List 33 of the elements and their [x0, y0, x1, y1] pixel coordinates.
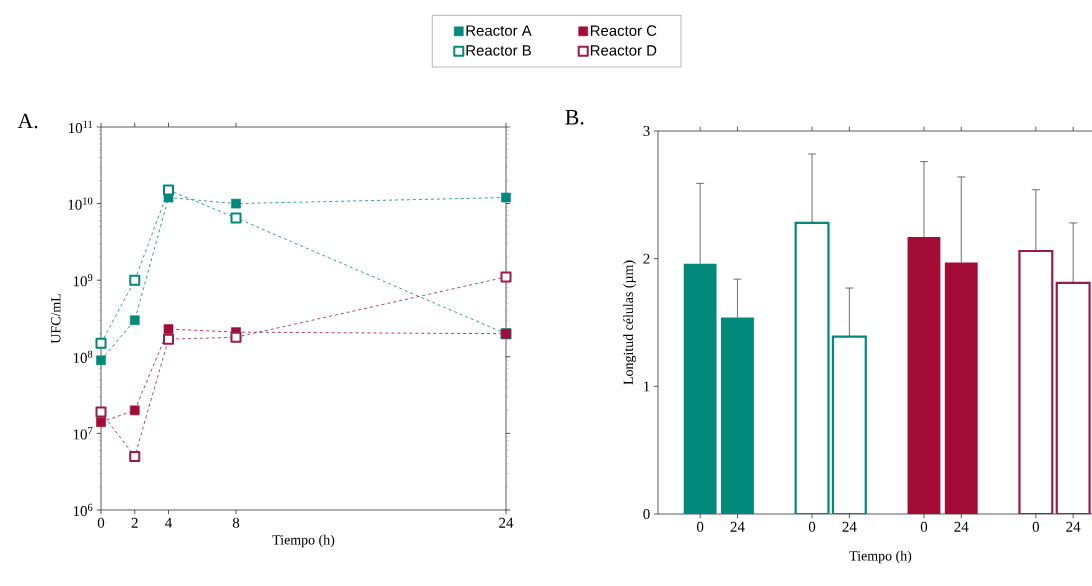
y-tick-label: 10$^{9}$ [73, 274, 93, 287]
y-tick-label: 10$^{10}$ [68, 197, 93, 210]
y-axis-title: UFC/mL [51, 294, 61, 344]
y-tick-label: 10$^{8}$ [73, 350, 93, 363]
x-axis-title: Tiempo (h) [272, 534, 335, 548]
y-tick-label: 10$^{11}$ [69, 120, 93, 134]
x-tick-label: 24 [954, 521, 969, 532]
x-tick-label: 8 [232, 517, 240, 528]
chart-title: A. [17, 113, 38, 129]
x-tick-label: 0 [696, 521, 704, 532]
legend-label: Reactor B [466, 45, 531, 56]
x-tick-label: 24 [730, 521, 745, 532]
x-tick-label: 2 [131, 517, 138, 528]
legend-label: Reactor C [590, 25, 657, 36]
y-axis-title: Longitud células (µm) [623, 260, 636, 385]
y-tick-label: 10$^{7}$ [73, 427, 93, 440]
x-tick-label: 24 [842, 521, 857, 532]
legend-label: Reactor A [466, 25, 532, 36]
x-tick-label: 24 [499, 517, 514, 528]
x-tick-label: 24 [1066, 521, 1081, 532]
x-tick-label: 0 [97, 517, 105, 528]
x-tick-label: 0 [1032, 521, 1040, 532]
x-tick-label: 0 [808, 521, 816, 532]
y-tick-label: 3 [643, 125, 650, 137]
y-tick-label: 10$^{6}$ [73, 503, 93, 517]
x-axis-title: Tiempo (h) [849, 550, 912, 564]
y-tick-label: 0 [643, 508, 650, 520]
y-tick-label: 1 [644, 381, 650, 392]
x-tick-label: 4 [165, 517, 172, 528]
y-tick-label: 2 [643, 253, 650, 264]
chart-title: B. [565, 110, 584, 125]
x-tick-label: 0 [920, 521, 928, 532]
legend-label: Reactor D [590, 45, 657, 56]
